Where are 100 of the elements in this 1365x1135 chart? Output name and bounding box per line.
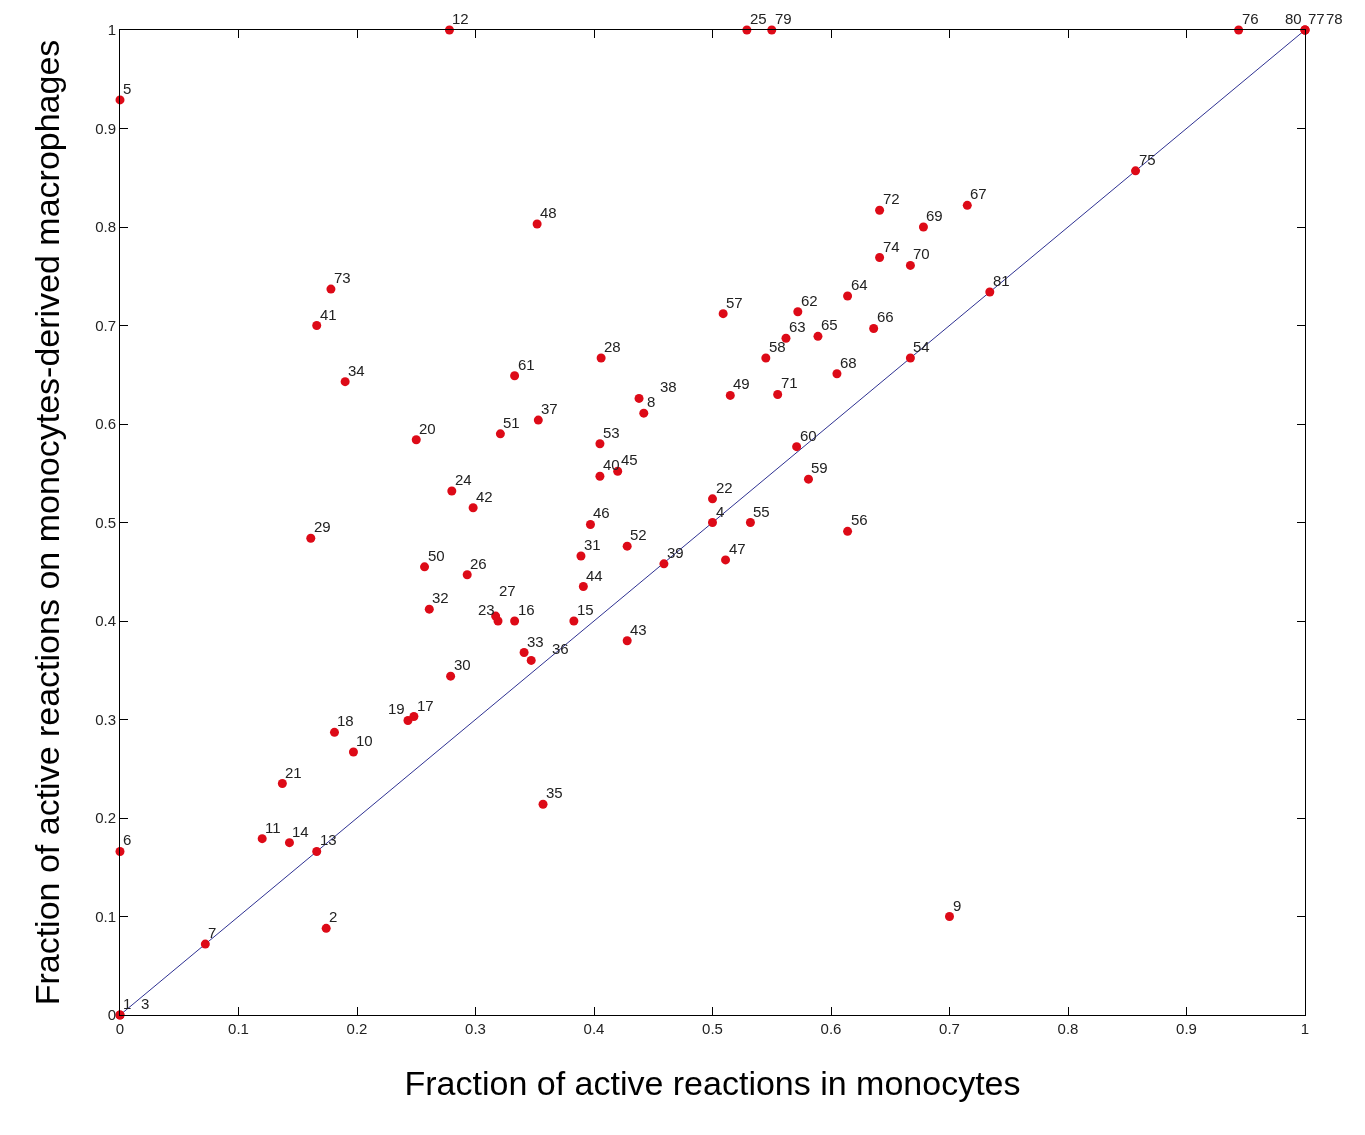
annotation: 59: [811, 459, 828, 476]
y-tick-label: 0.8: [95, 218, 116, 236]
annotation: 5: [123, 80, 132, 97]
annotation: 73: [334, 269, 351, 286]
annotation: 78: [1326, 10, 1343, 27]
annotation: 37: [541, 400, 558, 417]
y-tick-label: 0.9: [95, 119, 116, 137]
annotation: 68: [840, 354, 857, 371]
annotation: 29: [314, 518, 331, 535]
annotation: 57: [726, 294, 743, 311]
annotation: 53: [603, 424, 620, 441]
annotation: 33: [527, 633, 544, 650]
annotation: 79: [775, 10, 792, 27]
annotation: 63: [789, 318, 806, 335]
annotation: 75: [1139, 151, 1156, 168]
x-tick-label: 0.6: [820, 1020, 842, 1037]
x-tick-label: 1: [1300, 1020, 1310, 1037]
annotation: 18: [337, 712, 354, 729]
annotation: 26: [470, 555, 487, 572]
annotation: 49: [733, 375, 750, 392]
annotation: 30: [454, 656, 471, 673]
annotation: 74: [883, 238, 900, 255]
annotation: 56: [851, 511, 868, 528]
y-tick-label: 0.5: [95, 513, 116, 531]
annotation: 1: [123, 995, 132, 1012]
annotation: 24: [455, 471, 472, 488]
y-tick-label: 0: [107, 1006, 116, 1024]
annotation: 55: [753, 503, 770, 520]
annotation: 6: [123, 831, 132, 848]
annotation: 8: [647, 393, 656, 410]
annotation: 19: [388, 700, 405, 717]
annotation: 45: [621, 451, 638, 468]
annotation: 80: [1285, 10, 1302, 27]
annotation: 20: [419, 420, 436, 437]
annotation: 39: [667, 544, 684, 561]
annotation: 44: [586, 567, 603, 584]
annotation: 52: [630, 526, 647, 543]
annotation: 32: [432, 589, 449, 606]
x-tick-label: 0.5: [702, 1020, 723, 1037]
y-tick-label: 0.6: [95, 415, 116, 433]
x-tick-label: 0.9: [1176, 1020, 1197, 1037]
annotation: 16: [518, 601, 535, 618]
annotation: 60: [800, 427, 817, 444]
annotation: 66: [877, 308, 894, 325]
annotation: 2: [329, 908, 338, 925]
annotation: 71: [781, 374, 798, 391]
annotation: 48: [540, 204, 557, 221]
annotation: 35: [546, 784, 563, 801]
annotation: 28: [604, 338, 621, 355]
annotation: 12: [452, 10, 469, 27]
x-axis-title: Fraction of active reactions in monocytes: [404, 1064, 1021, 1103]
annotation: 61: [518, 356, 535, 373]
x-tick-label: 0.3: [465, 1020, 486, 1037]
annotation: 50: [428, 547, 445, 564]
annotation: 70: [913, 245, 930, 262]
annotation: 69: [926, 207, 943, 224]
y-tick-label: 0.2: [95, 809, 116, 827]
x-tick-label: 0.7: [939, 1020, 960, 1037]
y-tick-label: 0.4: [95, 612, 116, 630]
annotation: 65: [821, 316, 838, 333]
annotation: 21: [285, 764, 302, 781]
annotation: 14: [292, 823, 309, 840]
annotation: 31: [584, 536, 601, 553]
annotation: 27: [499, 582, 516, 599]
x-tick-label: 0.8: [1057, 1020, 1079, 1037]
y-tick-label: 0.1: [95, 907, 116, 925]
annotation: 41: [320, 306, 337, 323]
annotation: 42: [476, 488, 493, 505]
annotation: 58: [769, 338, 786, 355]
x-tick-label: 0.1: [228, 1020, 249, 1037]
annotation: 9: [953, 897, 962, 914]
y-tick-label: 1: [107, 21, 116, 39]
annotation: 43: [630, 621, 647, 638]
x-tick-label: 0.4: [583, 1020, 605, 1037]
y-tick-label: 0.7: [95, 316, 116, 334]
annotation: 40: [603, 456, 620, 473]
annotation: 34: [348, 362, 365, 379]
annotation: 15: [577, 601, 594, 618]
annotation: 7: [208, 924, 217, 941]
annotation: 62: [801, 292, 818, 309]
annotation: 72: [883, 190, 900, 207]
annotation: 10: [356, 732, 373, 749]
annotation: 64: [851, 276, 868, 293]
annotation: 17: [417, 697, 434, 714]
annotation: 11: [265, 819, 281, 836]
annotation: 25: [750, 10, 767, 27]
annotation: 47: [729, 540, 746, 557]
annotation: 46: [593, 504, 610, 521]
annotation: 4: [716, 503, 725, 520]
y-axis-title: Fraction of active reactions on monocytes-derived macrophages: [27, 39, 66, 1006]
x-tick-label: 0.2: [346, 1020, 368, 1037]
annotation: 3: [141, 995, 150, 1012]
annotation: 77: [1308, 10, 1325, 27]
annotation: 76: [1242, 10, 1259, 27]
annotation: 23: [478, 601, 495, 618]
y-tick-label: 0.3: [95, 710, 116, 728]
annotation: 67: [970, 185, 987, 202]
annotation: 38: [660, 378, 677, 395]
annotation: 51: [503, 414, 520, 431]
annotation: 22: [716, 479, 733, 496]
